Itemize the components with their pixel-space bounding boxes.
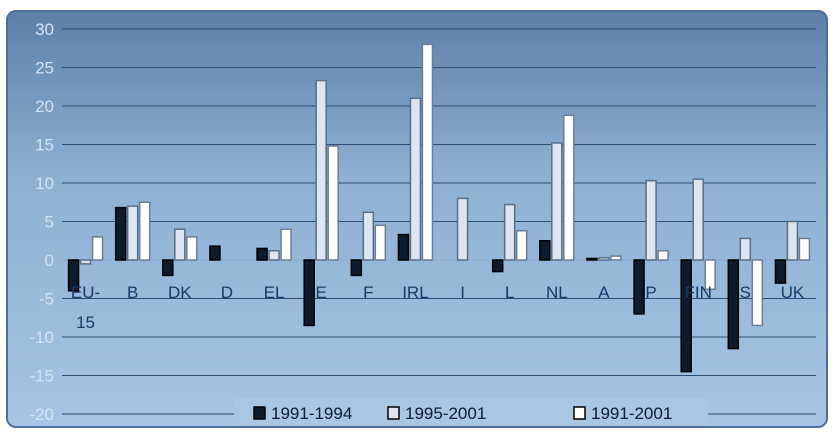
bar-1995-2001-IRL <box>409 97 422 261</box>
y-axis-ticks: 30 25 20 15 10 5 0 -5 -10 -15 -20 <box>29 20 54 424</box>
bar-1991-1994-E <box>303 259 315 327</box>
bar-1991-1994-S <box>727 259 740 350</box>
bar-1991-2001-F <box>374 224 387 261</box>
chart-frame: 30 25 20 15 10 5 0 -5 -10 -15 -20 EU- B DK D EL E F IRL I L… <box>6 10 828 428</box>
y-tick-label: -5 <box>39 290 54 309</box>
legend-label: 1995-2001 <box>405 404 486 423</box>
bar-1991-1994-EL <box>256 247 268 261</box>
bar-1991-1994-P <box>633 259 645 315</box>
x-category-label: D <box>221 283 233 302</box>
bar-1995-2001-A <box>598 256 610 261</box>
bar-1995-2001-S <box>739 237 752 261</box>
bar-1991-1994-B <box>114 206 127 261</box>
legend-swatch <box>573 406 586 420</box>
bar-1991-1994-F <box>350 259 363 277</box>
bar-1995-2001-I <box>456 197 469 261</box>
x-axis-labels: EU- B DK D EL E F IRL I L NL A P FIN S UK <box>71 283 805 302</box>
y-tick-label: 30 <box>35 20 54 39</box>
bar-chart: 30 25 20 15 10 5 0 -5 -10 -15 -20 EU- B DK D EL E F IRL I L… <box>29 20 816 426</box>
legend-swatch <box>387 406 400 420</box>
y-tick-label: -15 <box>29 367 54 386</box>
bar-1991-1994-EU- <box>67 259 80 292</box>
x-category-label: B <box>127 283 138 302</box>
bar-1995-2001-NL <box>551 142 563 261</box>
bar-1991-1994-IRL <box>397 233 410 261</box>
x-category-label: NL <box>546 283 568 302</box>
bar-1991-1994-L <box>491 259 504 273</box>
y-tick-label: 5 <box>45 213 54 232</box>
bar-1995-2001-FIN <box>692 178 704 261</box>
x-category-label: A <box>598 283 610 302</box>
bar-1991-1994-UK <box>774 259 787 284</box>
legend-swatch <box>253 406 266 420</box>
bar-1991-2001-EL <box>280 228 292 261</box>
y-tick-label: 15 <box>35 136 54 155</box>
legend-label: 1991-2001 <box>591 404 672 423</box>
y-tick-label: 25 <box>35 59 54 78</box>
bar-1995-2001-E <box>315 79 327 261</box>
bar-1991-2001-DK <box>186 236 198 261</box>
bar-1991-2001-NL <box>563 114 575 261</box>
x-category-label: DK <box>168 283 192 302</box>
bar-1991-2001-S <box>751 259 764 327</box>
bar-1991-2001-UK <box>798 237 811 261</box>
bar-1991-1994-FIN <box>680 259 692 373</box>
bar-1995-2001-P <box>645 179 657 261</box>
bar-1991-2001-P <box>657 250 669 261</box>
x-category-label: IRL <box>402 283 428 302</box>
bar-1995-2001-L <box>503 203 516 261</box>
bar-1991-1994-D <box>209 245 221 261</box>
legend: 1991-1994 1995-2001 1991-2001 <box>234 398 708 426</box>
x-category-label: F <box>363 283 373 302</box>
bar-1991-2001-B <box>138 201 151 261</box>
bar-1991-1994-NL <box>539 240 551 261</box>
bar-1991-2001-E <box>327 145 339 261</box>
x-category-label: EL <box>264 283 285 302</box>
bar-1995-2001-EU- <box>79 259 92 265</box>
bar-1995-2001-B <box>126 205 139 261</box>
x-category-label: L <box>505 283 514 302</box>
x-category-label: UK <box>781 283 805 302</box>
bar-1995-2001-DK <box>174 228 186 261</box>
bar-1991-2001-FIN <box>704 259 716 291</box>
x-category-label: EU- <box>71 283 100 302</box>
bars <box>67 43 811 373</box>
bar-1991-2001-EU- <box>91 236 104 261</box>
bar-1995-2001-F <box>362 211 375 261</box>
y-tick-label: -10 <box>29 328 54 347</box>
bar-1991-1994-A <box>586 257 598 261</box>
y-tick-label: 10 <box>35 174 54 193</box>
bar-1991-2001-A <box>610 255 622 261</box>
y-tick-label: -20 <box>29 405 54 424</box>
x-category-label: E <box>316 283 327 302</box>
y-tick-label: 0 <box>45 251 54 270</box>
x-category-label: FIN <box>684 283 711 302</box>
bar-1991-2001-L <box>515 229 528 261</box>
bar-1991-1994-DK <box>162 259 174 277</box>
legend-label: 1991-1994 <box>271 404 352 423</box>
x-category-label: I <box>460 283 465 302</box>
x-category-label: P <box>645 283 656 302</box>
bar-1991-2001-IRL <box>421 43 434 261</box>
category-sublabel: 15 <box>76 313 95 332</box>
bar-1995-2001-EL <box>268 250 280 261</box>
legend-box <box>234 398 708 426</box>
y-tick-label: 20 <box>35 97 54 116</box>
bar-1995-2001-UK <box>786 220 799 261</box>
x-category-label: S <box>740 283 751 302</box>
